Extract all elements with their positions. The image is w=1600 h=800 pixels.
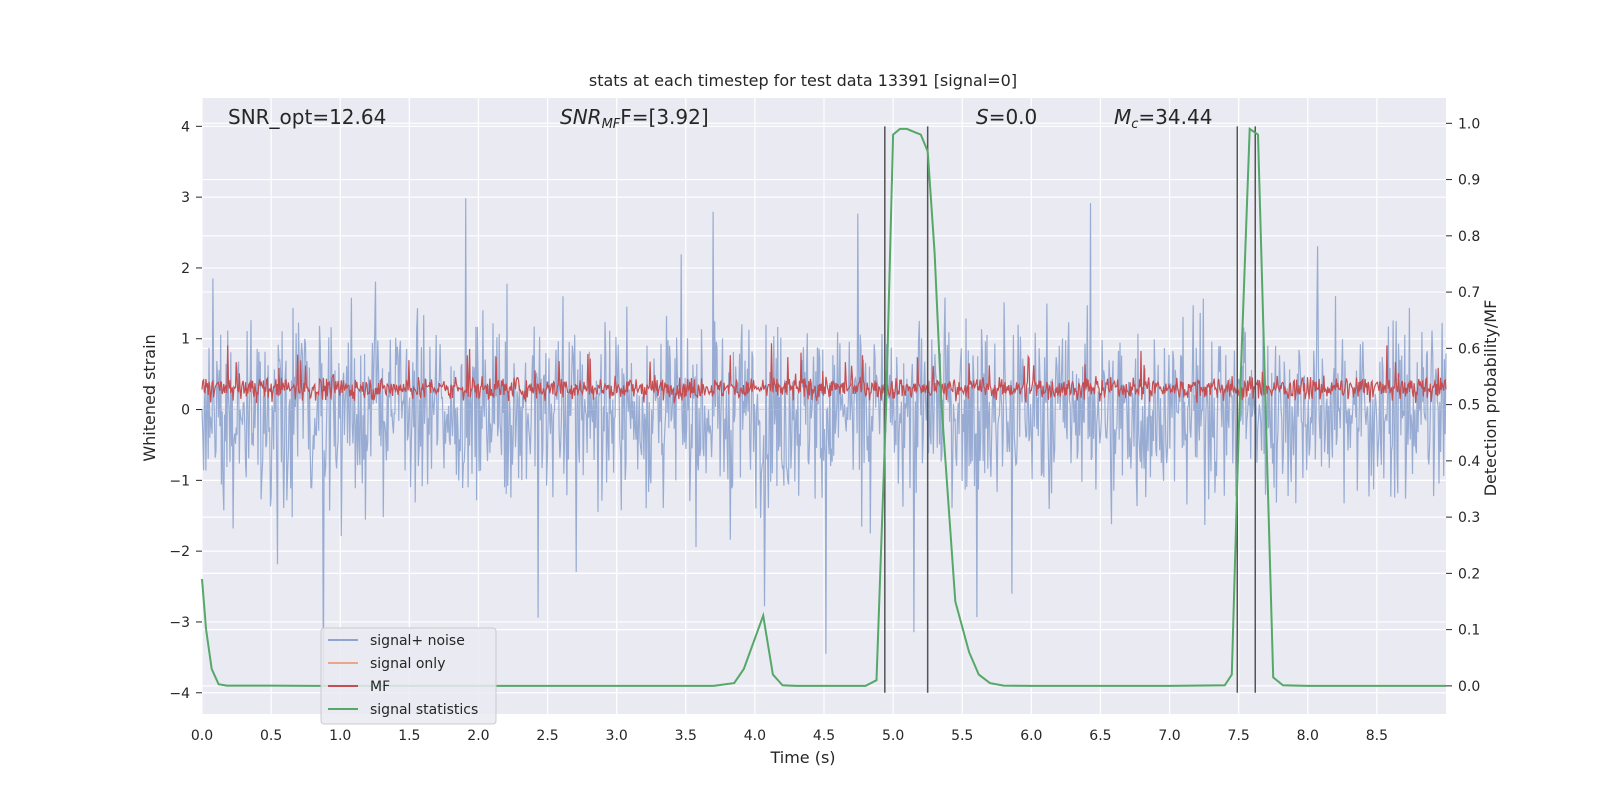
y-tick-label: −4	[169, 686, 190, 702]
y-right-tick-label: 0.4	[1458, 454, 1480, 470]
y-right-tick-label: 0.9	[1458, 173, 1480, 189]
x-tick-label: 6.5	[1089, 728, 1111, 744]
y-right-tick-label: 0.1	[1458, 623, 1480, 639]
y-tick-label: 4	[181, 119, 190, 135]
x-tick-label: 1.0	[329, 728, 351, 744]
x-tick-label: 8.5	[1366, 728, 1388, 744]
y-axis-ticks: −4 −3 −2 −1 0 1 2 3 4	[169, 119, 202, 702]
y-right-tick-label: 0.5	[1458, 398, 1480, 414]
y-right-tick-label: 0.2	[1458, 566, 1480, 582]
y-tick-label: 1	[181, 332, 190, 348]
y-axis-label: Whitened strain	[140, 334, 159, 461]
x-tick-label: 4.0	[744, 728, 766, 744]
y-right-tick-label: 0.6	[1458, 341, 1480, 357]
y-right-tick-label: 0.7	[1458, 285, 1480, 301]
grid	[201, 98, 1446, 714]
x-axis-label: Time (s)	[769, 748, 835, 767]
y-tick-label: 3	[181, 190, 190, 206]
x-tick-label: 6.0	[1020, 728, 1042, 744]
signal-noise-series	[201, 198, 1447, 686]
annotation-snr-opt: SNR_opt=12.64	[228, 105, 386, 129]
x-axis-ticks: 0.0 0.5 1.0 1.5 2.0 2.5 3.0 3.5 4.0 4.5 5.0 5.5 6.0 6…	[191, 728, 1388, 744]
series-line-mf	[201, 343, 1447, 404]
x-tick-label: 5.5	[951, 728, 973, 744]
y-tick-label: −1	[169, 473, 190, 489]
y-tick-label: −3	[169, 615, 190, 631]
x-tick-label: 2.5	[536, 728, 558, 744]
legend-label-signal-noise: signal+ noise	[370, 633, 465, 649]
x-tick-label: 3.5	[675, 728, 697, 744]
y-axis-right-ticks: 0.0 0.1 0.2 0.3 0.4 0.5 0.6 0.7 0.8 0.9 1.0	[1446, 116, 1480, 695]
annotation-snr-mf: SNRMFF=[3.92]	[560, 105, 709, 132]
y-axis-right-label: Detection probability/MF	[1481, 300, 1500, 497]
legend-label-mf: MF	[370, 679, 390, 695]
y-tick-label: −2	[169, 544, 190, 560]
annotation-s: S=0.0	[976, 105, 1037, 129]
y-right-tick-label: 1.0	[1458, 116, 1480, 132]
x-tick-label: 0.0	[191, 728, 213, 744]
x-tick-label: 0.5	[260, 728, 282, 744]
y-tick-label: 0	[181, 403, 190, 419]
series-line-signal-noise	[201, 198, 1447, 686]
annotation-mc: Mc=34.44	[1114, 105, 1212, 132]
legend: signal+ noise signal only MF signal stat…	[320, 627, 497, 725]
legend-label-signal-only: signal only	[370, 656, 445, 672]
x-tick-label: 4.5	[813, 728, 835, 744]
x-tick-label: 5.0	[882, 728, 904, 744]
mf-series	[201, 343, 1447, 404]
x-tick-label: 2.0	[467, 728, 489, 744]
legend-label-signal-statistics: signal statistics	[370, 702, 478, 718]
y-right-tick-label: 0.0	[1458, 679, 1480, 695]
detection-markers	[884, 126, 1257, 693]
y-right-tick-label: 0.3	[1458, 510, 1480, 526]
chart-title: stats at each timestep for test data 133…	[589, 71, 1017, 90]
x-tick-label: 7.0	[1158, 728, 1180, 744]
legend-box	[320, 627, 497, 725]
x-tick-label: 7.5	[1228, 728, 1250, 744]
x-tick-label: 1.5	[398, 728, 420, 744]
x-tick-label: 3.0	[606, 728, 628, 744]
y-right-tick-label: 0.8	[1458, 229, 1480, 245]
y-tick-label: 2	[181, 261, 190, 277]
x-tick-label: 8.0	[1297, 728, 1319, 744]
